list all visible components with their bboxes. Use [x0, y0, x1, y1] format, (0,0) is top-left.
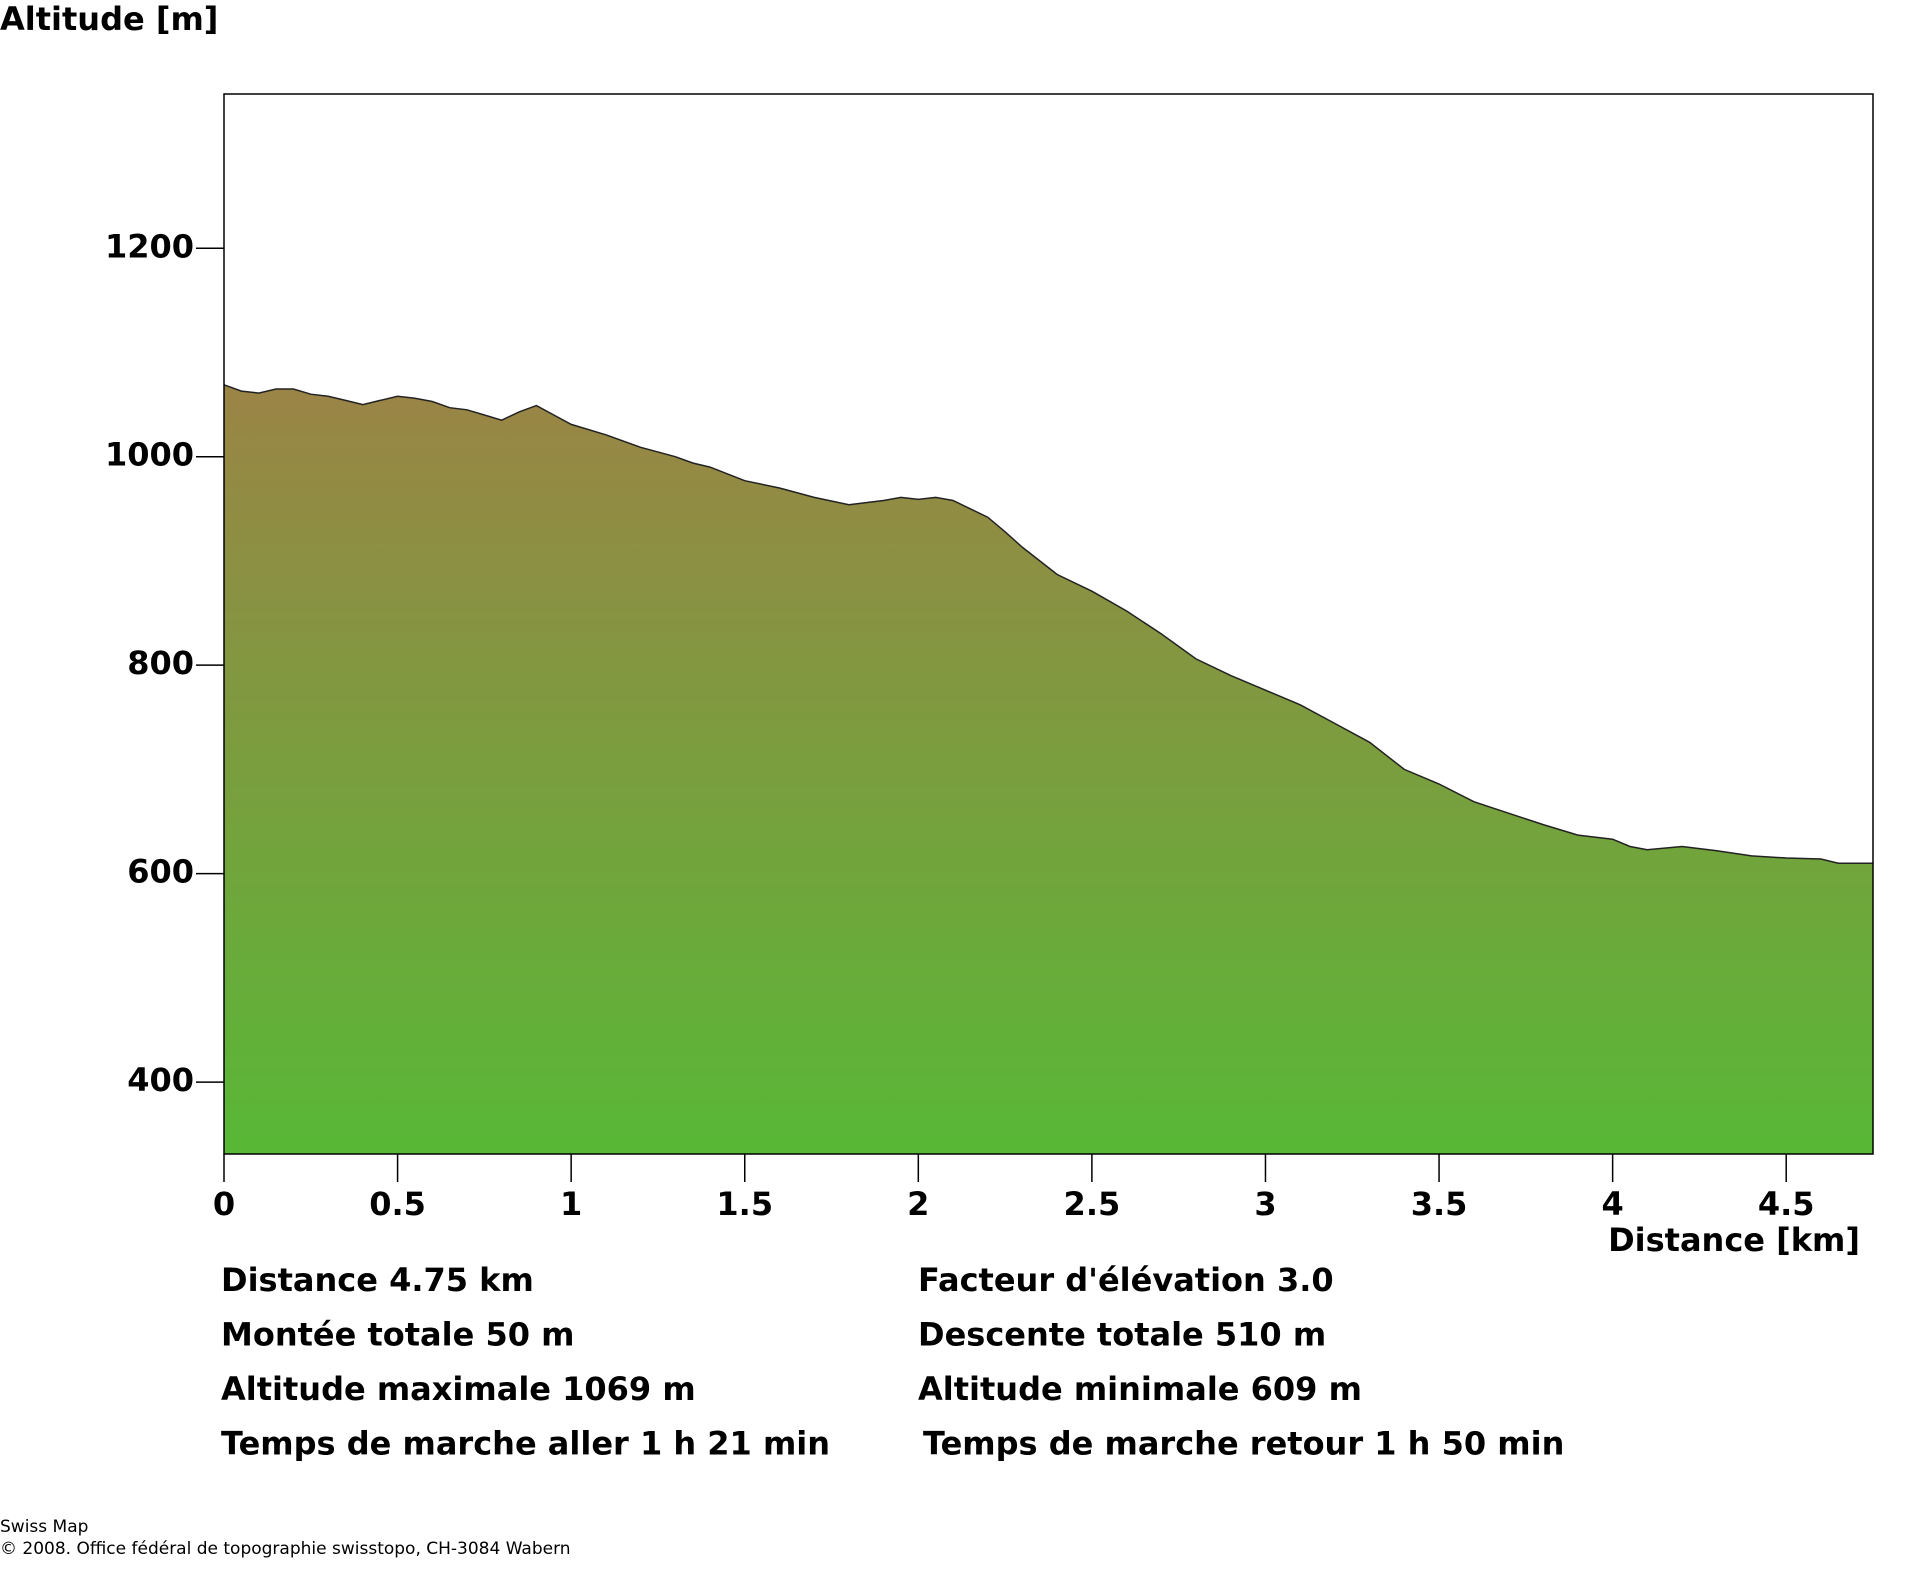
y-tick-label: 600 [127, 853, 194, 891]
y-tick-label: 800 [127, 644, 194, 682]
x-tick-label: 3 [1254, 1185, 1276, 1223]
stat: Altitude minimale 609 m [918, 1370, 1362, 1408]
stat: Temps de marche retour 1 h 50 min [923, 1425, 1564, 1463]
x-tick-label: 0.5 [369, 1185, 426, 1223]
footer: Swiss Map [0, 1517, 88, 1537]
x-tick-label: 1.5 [716, 1185, 773, 1223]
x-tick-label: 3.5 [1411, 1185, 1468, 1223]
x-tick-label: 0 [213, 1185, 235, 1223]
plot-frame [223, 93, 1874, 1155]
y-axis-label: Altitude [m] [0, 0, 218, 38]
y-tick-label: 1200 [105, 227, 194, 265]
x-axis-label: Distance [km] [1608, 1221, 1860, 1259]
stat: Distance 4.75 km [221, 1261, 534, 1299]
x-tick-label: 1 [560, 1185, 582, 1223]
stat: Altitude maximale 1069 m [221, 1370, 696, 1408]
y-tick-label: 1000 [105, 436, 194, 474]
x-tick-label: 4 [1601, 1185, 1623, 1223]
stat: Montée totale 50 m [221, 1316, 574, 1354]
area [224, 384, 1873, 1154]
x-tick-label: 4.5 [1758, 1185, 1815, 1223]
y-tick-label: 400 [127, 1061, 194, 1099]
profile-line [223, 384, 1873, 864]
x-tick-label: 2 [907, 1185, 929, 1223]
stat: Descente totale 510 m [918, 1316, 1326, 1354]
stat: Temps de marche aller 1 h 21 min [221, 1425, 830, 1463]
stat: Facteur d'élévation 3.0 [918, 1261, 1334, 1299]
x-tick-label: 2.5 [1064, 1185, 1121, 1223]
footer: © 2008. Office fédéral de topographie sw… [0, 1539, 571, 1559]
